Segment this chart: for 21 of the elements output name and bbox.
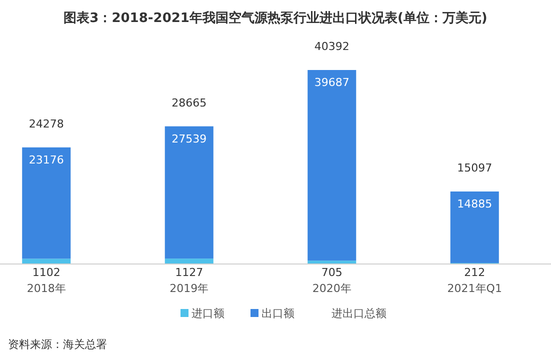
data-label: 14885 <box>457 197 492 210</box>
data-label: 1127 <box>175 266 204 279</box>
text: 进出口总额 <box>332 307 386 320</box>
data-label: 1102 <box>32 266 60 279</box>
x-tick-label: 2020年 <box>312 282 352 295</box>
total-label: 24278 <box>28 117 64 130</box>
data-label: 212 <box>464 266 486 279</box>
total-label: 40392 <box>314 40 350 53</box>
x-tick-label: 2021年Q1 <box>447 282 502 295</box>
data-label: 27539 <box>172 132 207 146</box>
x-tick-label: 2018年 <box>26 282 66 295</box>
total-label: 28665 <box>172 96 207 110</box>
chart-title: 图表3：2018-2021年我国空气源热泵行业进出口状况表(单位：万美元) <box>64 10 488 26</box>
total-label: 15097 <box>457 161 492 174</box>
x-tick-label: 2019年 <box>170 282 209 295</box>
data-label: 705 <box>321 266 342 279</box>
data-label: 39687 <box>314 76 350 89</box>
text: 资料来源：海关总署 <box>8 338 107 351</box>
legend-label: 进口额 <box>192 307 224 320</box>
data-label: 23176 <box>28 153 64 166</box>
legend-label: 出口额 <box>262 307 294 320</box>
